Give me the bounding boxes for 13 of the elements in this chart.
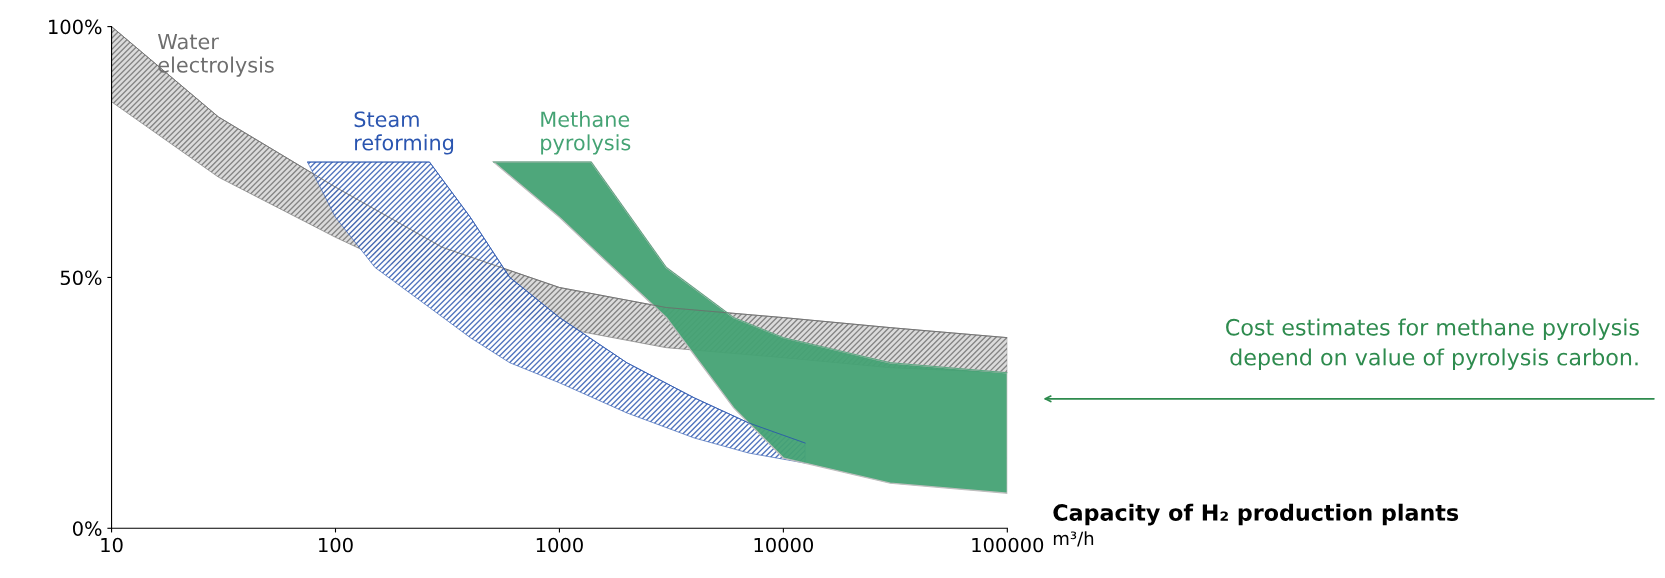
series-label: Steam reforming (354, 111, 454, 155)
series-label: Water electrolysis (157, 33, 274, 77)
y-tick-label: 100% (49, 19, 102, 35)
x-axis-title: Capacity of H₂ production plants m³/h (1053, 503, 1459, 547)
series-label: Methane pyrolysis (541, 111, 631, 155)
y-tick-label: 0% (72, 521, 102, 536)
y-tick-label: 50% (60, 270, 102, 286)
x-tick-label: 100000 (972, 537, 1044, 553)
text: Cost estimates for methane pyrolysis depend on value of pyrolysis carbon. (1226, 318, 1639, 370)
x-tick-label: 10 (101, 537, 123, 553)
x-tick-label: 10000 (754, 537, 814, 553)
x-tick-label: 1000 (536, 537, 583, 553)
x-tick-label: 100 (319, 537, 353, 553)
